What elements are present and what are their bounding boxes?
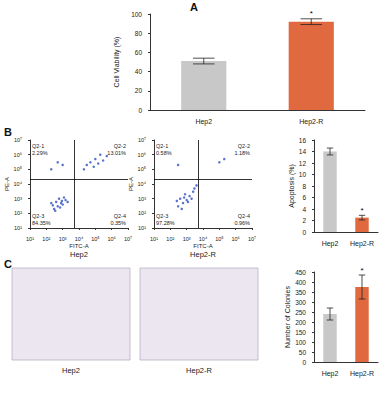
svg-text:0.96%: 0.96% [234,220,250,226]
svg-text:10⁵: 10⁵ [14,166,22,172]
svg-text:0: 0 [138,107,142,114]
svg-text:10¹: 10¹ [14,225,22,231]
svg-text:Hep2-R: Hep2-R [190,250,216,259]
svg-text:*: * [360,206,363,215]
svg-text:10³: 10³ [183,236,191,242]
svg-text:2: 2 [302,217,306,224]
svg-text:Q2-3: Q2-3 [32,213,44,219]
svg-text:10²: 10² [166,236,174,242]
svg-text:B: B [4,126,12,138]
svg-text:300: 300 [295,299,306,306]
svg-text:10⁵: 10⁵ [91,236,99,242]
svg-text:10³: 10³ [14,196,22,202]
svg-text:84.35%: 84.35% [32,220,51,226]
svg-text:Hep2: Hep2 [70,250,88,259]
svg-text:10²: 10² [138,210,146,216]
svg-text:10⁷: 10⁷ [14,137,22,143]
svg-text:0.35%: 0.35% [110,220,126,226]
svg-text:A: A [190,1,198,13]
svg-text:20: 20 [135,87,143,94]
svg-text:10⁶: 10⁶ [14,152,22,158]
svg-text:16: 16 [299,137,307,144]
svg-text:10⁴: 10⁴ [75,236,84,242]
svg-text:Hep2: Hep2 [62,366,80,375]
svg-text:100: 100 [131,11,142,18]
svg-text:10⁶: 10⁶ [107,236,115,242]
svg-text:Q2-1: Q2-1 [32,143,44,149]
svg-text:10⁴: 10⁴ [138,181,147,187]
svg-text:Hep2-R: Hep2-R [350,370,374,378]
svg-text:Cell Viability (%): Cell Viability (%) [113,37,121,88]
svg-text:10⁷: 10⁷ [124,236,132,242]
svg-text:PE-A: PE-A [4,177,10,191]
svg-text:*: * [310,9,313,18]
svg-text:10⁵: 10⁵ [138,166,146,172]
svg-text:400: 400 [295,279,306,286]
svg-text:200: 200 [295,319,306,326]
svg-text:Q2-4: Q2-4 [114,213,126,219]
svg-text:FITC-A: FITC-A [193,243,212,249]
svg-text:10⁶: 10⁶ [138,152,146,158]
svg-text:Q2-2: Q2-2 [238,143,250,149]
svg-text:10⁷: 10⁷ [248,236,256,242]
svg-text:C: C [4,258,12,270]
svg-text:0: 0 [302,229,306,236]
svg-text:Hep2: Hep2 [322,240,339,248]
svg-text:10¹: 10¹ [26,236,34,242]
svg-text:80: 80 [135,30,143,37]
svg-text:Q2-1: Q2-1 [156,143,168,149]
svg-text:Hep2: Hep2 [322,370,339,378]
svg-text:4: 4 [302,206,306,213]
svg-text:10: 10 [299,171,307,178]
svg-text:10⁴: 10⁴ [199,236,208,242]
svg-text:350: 350 [295,289,306,296]
svg-text:100: 100 [295,339,306,346]
svg-text:50: 50 [299,349,307,356]
svg-text:10²: 10² [42,236,50,242]
svg-text:13.01%: 13.01% [107,150,126,156]
svg-text:2.29%: 2.29% [32,150,48,156]
svg-text:10³: 10³ [59,236,67,242]
svg-text:Hep2-R: Hep2-R [350,240,374,248]
svg-text:Hep2-R: Hep2-R [299,118,323,126]
svg-text:10³: 10³ [138,196,146,202]
svg-text:Q2-4: Q2-4 [238,213,250,219]
svg-text:Hep2-R: Hep2-R [186,366,212,375]
svg-text:10⁷: 10⁷ [138,137,146,143]
svg-text:0: 0 [302,359,306,366]
svg-text:PE-A: PE-A [128,177,134,191]
svg-text:Apoptosis (%): Apoptosis (%) [288,164,296,208]
svg-text:FITC-A: FITC-A [69,243,88,249]
svg-text:10¹: 10¹ [138,225,146,231]
svg-text:10¹: 10¹ [150,236,158,242]
svg-text:97.28%: 97.28% [156,220,175,226]
svg-text:8: 8 [302,183,306,190]
svg-text:10⁵: 10⁵ [215,236,223,242]
svg-text:60: 60 [135,49,143,56]
svg-text:14: 14 [299,148,307,155]
svg-text:Number of Colonies: Number of Colonies [284,286,291,348]
svg-text:150: 150 [295,329,306,336]
svg-text:40: 40 [135,68,143,75]
svg-text:250: 250 [295,309,306,316]
svg-text:*: * [360,266,363,275]
svg-text:1.18%: 1.18% [234,150,250,156]
svg-text:10²: 10² [14,210,22,216]
svg-text:450: 450 [295,269,306,276]
svg-text:Q2-2: Q2-2 [114,143,126,149]
svg-text:12: 12 [299,160,307,167]
svg-text:Q2-3: Q2-3 [156,213,168,219]
svg-text:0.58%: 0.58% [156,150,172,156]
svg-text:10⁴: 10⁴ [14,181,23,187]
svg-text:6: 6 [302,194,306,201]
svg-text:Hep2: Hep2 [195,118,212,126]
svg-text:10⁶: 10⁶ [231,236,239,242]
